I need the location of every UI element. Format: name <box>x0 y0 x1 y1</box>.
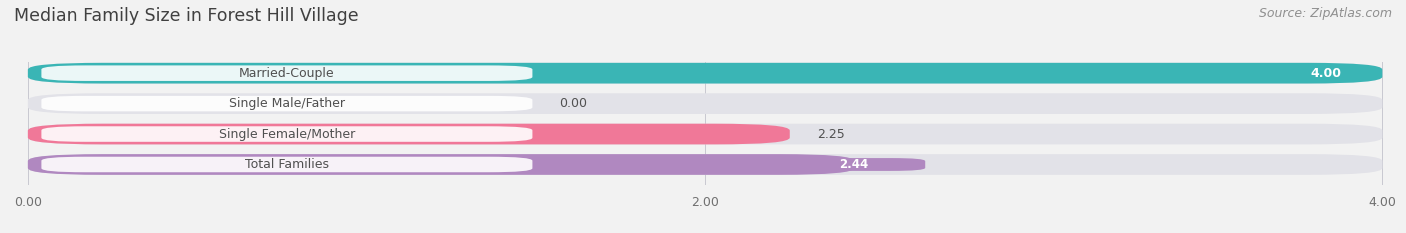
Text: Source: ZipAtlas.com: Source: ZipAtlas.com <box>1258 7 1392 20</box>
FancyBboxPatch shape <box>28 124 1382 144</box>
FancyBboxPatch shape <box>28 124 790 144</box>
FancyBboxPatch shape <box>28 154 853 175</box>
FancyBboxPatch shape <box>28 63 1382 83</box>
FancyBboxPatch shape <box>783 158 925 171</box>
Text: 0.00: 0.00 <box>560 97 588 110</box>
Text: Single Male/Father: Single Male/Father <box>229 97 344 110</box>
Text: Single Female/Mother: Single Female/Mother <box>219 127 356 140</box>
FancyBboxPatch shape <box>41 96 533 111</box>
Text: 2.44: 2.44 <box>839 158 869 171</box>
FancyBboxPatch shape <box>41 157 533 172</box>
Text: 2.25: 2.25 <box>817 127 845 140</box>
Text: 4.00: 4.00 <box>1310 67 1341 80</box>
Text: Total Families: Total Families <box>245 158 329 171</box>
FancyBboxPatch shape <box>41 65 533 81</box>
FancyBboxPatch shape <box>41 126 533 142</box>
FancyBboxPatch shape <box>28 63 1382 83</box>
FancyBboxPatch shape <box>28 154 1382 175</box>
Text: Married-Couple: Married-Couple <box>239 67 335 80</box>
FancyBboxPatch shape <box>28 93 1382 114</box>
Text: Median Family Size in Forest Hill Village: Median Family Size in Forest Hill Villag… <box>14 7 359 25</box>
